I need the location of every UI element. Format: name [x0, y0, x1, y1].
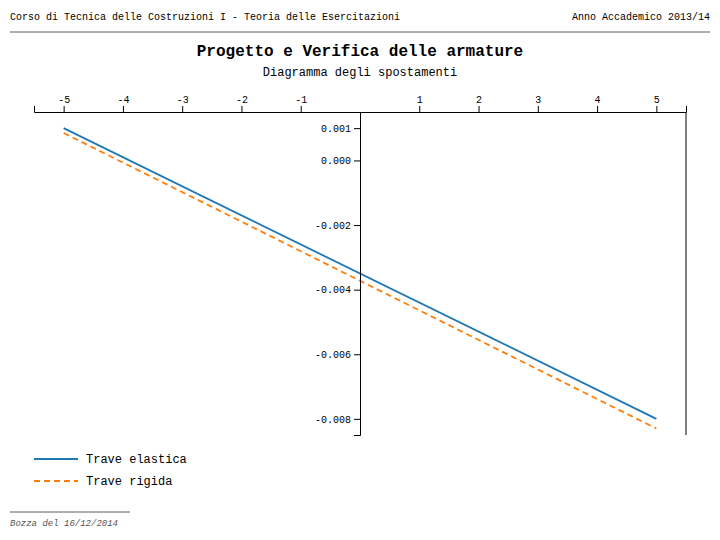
y-tick-label: 0.001 [321, 124, 351, 135]
x-tick-label: -4 [117, 95, 129, 106]
y-axis-line [354, 113, 361, 436]
x-tick: 3 [535, 95, 541, 112]
x-tick-mark [241, 106, 242, 112]
x-tick-label: 5 [654, 95, 660, 106]
y-tick-label: 0.000 [321, 156, 351, 167]
x-tick-label: 4 [595, 95, 601, 106]
y-tick-mark [354, 419, 360, 420]
y-tick-label: -0.002 [315, 221, 351, 232]
y-tick: -0.008 [315, 415, 360, 426]
x-tick: 4 [595, 95, 601, 112]
header-right: Anno Accademico 2013/14 [572, 12, 710, 23]
plot-frame [686, 112, 687, 435]
header-left: Corso di Tecnica delle Costruzioni I - T… [10, 12, 400, 23]
x-tick-mark [597, 106, 598, 112]
footer: Bozza del 16/12/2014 [10, 519, 118, 529]
x-tick-label: -5 [58, 95, 70, 106]
x-tick-mark [123, 106, 124, 112]
legend-item: Trave elastica [34, 453, 187, 467]
y-tick: 0.000 [321, 156, 360, 167]
x-tick-mark [538, 106, 539, 112]
x-tick-mark [301, 106, 302, 112]
y-tick: -0.004 [315, 285, 360, 296]
y-tick-mark [354, 128, 360, 129]
plot: -5 -4 -3 -2 -1 1 2 3 4 5 0.001 0.000 -0.002 -0.004 -0.… [35, 95, 687, 436]
y-tick-mark [354, 290, 360, 291]
legend-label: Trave elastica [86, 453, 187, 467]
header-rule [10, 32, 710, 33]
x-tick-mark [479, 106, 480, 112]
x-axis-line [35, 106, 687, 113]
x-tick: -3 [177, 95, 189, 112]
x-tick-mark [64, 106, 65, 112]
x-tick-label: -2 [236, 95, 248, 106]
x-tick-label: 3 [535, 95, 541, 106]
legend-label: Trave rigida [86, 475, 172, 489]
y-tick: -0.006 [315, 350, 360, 361]
x-tick: -4 [117, 95, 129, 112]
y-axis: 0.001 0.000 -0.002 -0.004 -0.006 -0.008 [315, 113, 361, 436]
x-tick: -5 [58, 95, 70, 112]
legend-item: Trave rigida [34, 475, 172, 489]
legend-swatch [34, 480, 78, 482]
y-tick: 0.001 [321, 124, 360, 135]
chart: Corso di Tecnica delle Costruzioni I - T… [0, 0, 720, 540]
y-tick-mark [354, 225, 360, 226]
x-tick: 5 [654, 95, 660, 112]
x-tick-label: -3 [177, 95, 189, 106]
x-tick-label: -1 [295, 95, 307, 106]
x-tick: 2 [476, 95, 482, 112]
x-tick-mark [419, 106, 420, 112]
y-tick-mark [354, 160, 360, 161]
x-tick-mark [656, 106, 657, 112]
x-tick: -1 [295, 95, 307, 112]
x-tick-label: 2 [476, 95, 482, 106]
y-tick-label: -0.008 [315, 415, 351, 426]
y-tick-label: -0.004 [315, 285, 351, 296]
x-tick: -2 [236, 95, 248, 112]
y-tick-label: -0.006 [315, 350, 351, 361]
subtitle: Diagramma degli spostamenti [263, 66, 457, 80]
x-axis: -5 -4 -3 -2 -1 1 2 3 4 5 [35, 95, 687, 113]
footer-rule [10, 512, 130, 513]
legend: Trave elastica Trave rigida [34, 453, 187, 489]
legend-swatch [34, 458, 78, 460]
x-tick: 1 [417, 95, 423, 112]
x-tick-label: 1 [417, 95, 423, 106]
y-tick: -0.002 [315, 221, 360, 232]
title: Progetto e Verifica delle armature [197, 43, 523, 61]
x-tick-mark [182, 106, 183, 112]
y-tick-mark [354, 354, 360, 355]
